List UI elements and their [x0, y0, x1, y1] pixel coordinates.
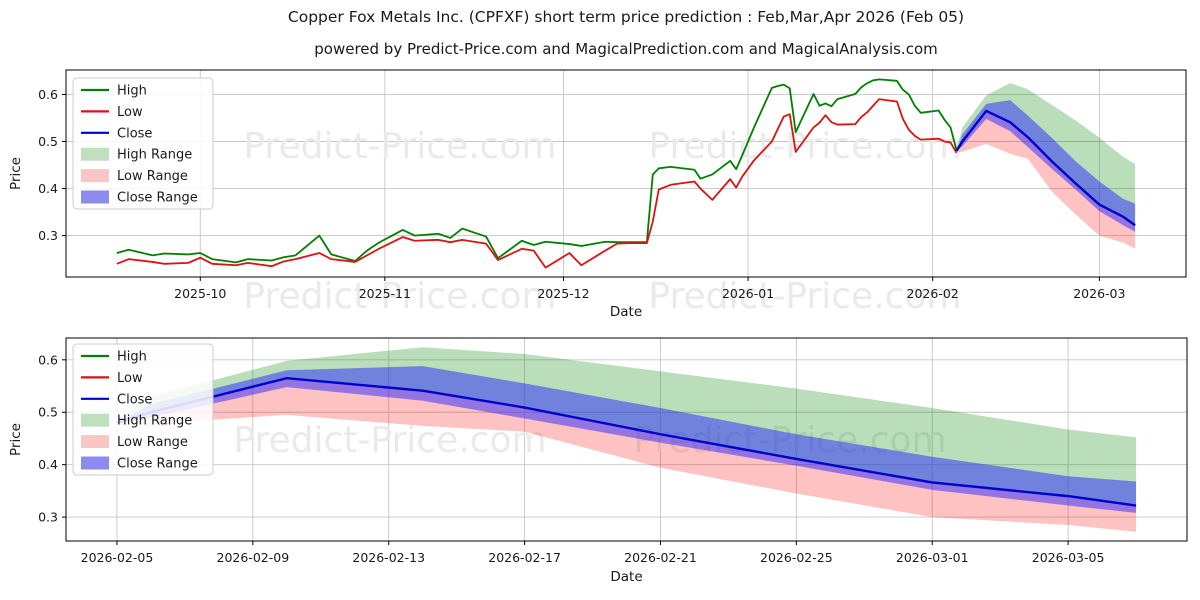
- close-line: [116, 376, 1137, 507]
- legend-label: High: [117, 350, 147, 365]
- axis-frame: [65, 337, 1188, 542]
- x-axis-label: Date: [610, 304, 642, 320]
- legend-swatch-low-range: [81, 435, 109, 449]
- legend-label: Low Range: [117, 435, 188, 450]
- x-tick-label: 2025-12: [537, 286, 589, 301]
- y-tick-label: 0.3: [38, 510, 58, 525]
- legend-label: Low: [117, 105, 143, 120]
- y-axis-label: Price: [8, 157, 24, 190]
- axis-frame: [65, 69, 1187, 278]
- x-tick-label: 2026-02-21: [624, 550, 697, 565]
- close-range-band: [116, 366, 1137, 513]
- legend-swatch-low-range: [81, 169, 109, 183]
- legend-label: High Range: [117, 414, 192, 429]
- close-range-band: [956, 100, 1136, 232]
- low-range-band: [956, 110, 1136, 249]
- low-line: [116, 98, 958, 269]
- watermark-text: Predict-Price.com: [648, 126, 961, 167]
- y-tick-label: 0.6: [38, 87, 58, 102]
- x-tick-label: 2026-03: [1073, 286, 1125, 301]
- legend-swatch-close-range: [81, 456, 109, 470]
- x-tick-label: 2026-03-01: [896, 550, 969, 565]
- watermark-text: Predict-Price.com: [648, 276, 961, 317]
- history-and-forecast-chart: Predict-Price.com Predict-Price.com2025-1…: [8, 69, 1187, 320]
- x-tick-label: 2025-10: [174, 286, 226, 301]
- x-tick-label: 2026-02-17: [488, 550, 561, 565]
- high-line: [116, 78, 958, 264]
- legend-label: High Range: [117, 148, 192, 163]
- legend-label: Low Range: [117, 169, 188, 184]
- x-tick-label: 2026-02-25: [760, 550, 833, 565]
- y-tick-label: 0.5: [38, 134, 58, 149]
- forecast-detail-chart: Predict-Price.comPredict-Price.com2026-0…: [8, 337, 1188, 585]
- x-tick-label: 2026-02-13: [352, 550, 425, 565]
- chart-subtitle: powered by Predict-Price.com and Magical…: [314, 40, 938, 58]
- grid: [66, 70, 1186, 277]
- low-range-band: [116, 378, 1137, 532]
- close-line: [955, 109, 1136, 227]
- x-tick-label: 2025-11: [359, 286, 411, 301]
- x-tick-label: 2026-02: [907, 286, 959, 301]
- legend-swatch-close-range: [81, 190, 109, 204]
- legend-label: Close: [117, 126, 152, 141]
- legend-label: Close Range: [117, 191, 198, 206]
- legend-label: Close Range: [117, 457, 198, 472]
- legend-label: Low: [117, 371, 143, 386]
- y-tick-label: 0.6: [38, 352, 58, 367]
- legend: High Low Close High Range Low Range Close Ran…: [72, 343, 214, 476]
- legend-swatch-high-range: [81, 147, 109, 161]
- x-tick-label: 2026-01: [722, 286, 774, 301]
- y-tick-label: 0.4: [38, 181, 58, 196]
- x-tick-label: 2026-02-09: [217, 550, 290, 565]
- watermark-text: Predict-Price.com: [233, 420, 546, 461]
- chart-title: Copper Fox Metals Inc. (CPFXF) short ter…: [287, 8, 965, 26]
- y-tick-label: 0.4: [38, 457, 58, 472]
- legend-label: Close: [117, 392, 152, 407]
- watermark-text: Predict-Price.com: [243, 276, 556, 317]
- x-axis-label: Date: [610, 569, 642, 585]
- x-tick-label: 2026-03-05: [1032, 550, 1105, 565]
- legend-label: High: [117, 84, 147, 99]
- y-axis-label: Price: [8, 423, 24, 456]
- legend-swatch-high-range: [81, 413, 109, 427]
- watermark-text: Predict-Price.com: [243, 126, 556, 167]
- legend: High Low Close High Range Low Range Close Ran…: [72, 77, 214, 210]
- y-tick-label: 0.5: [38, 405, 58, 420]
- x-tick-label: 2026-02-05: [81, 550, 154, 565]
- y-tick-label: 0.3: [38, 228, 58, 243]
